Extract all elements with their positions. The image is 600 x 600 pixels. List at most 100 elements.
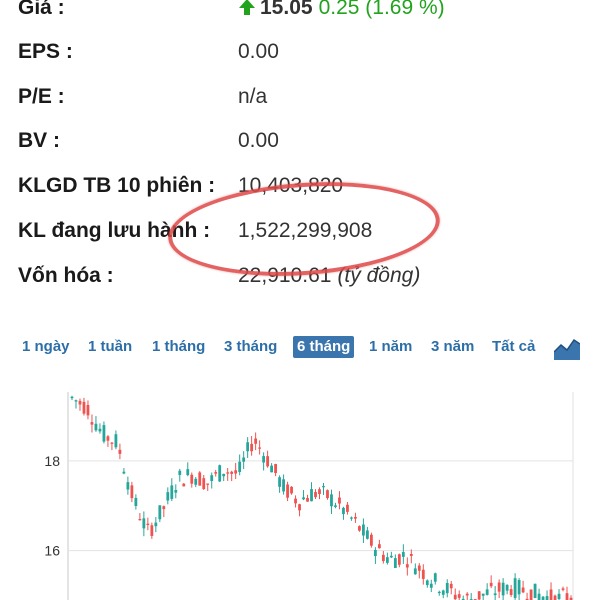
candle [433, 572, 437, 585]
candle [485, 583, 489, 596]
candle [314, 489, 317, 500]
candle [90, 414, 94, 433]
candle [294, 495, 297, 508]
eps-label: EPS : [18, 40, 73, 63]
candle [533, 583, 537, 599]
candle [529, 589, 533, 600]
price-value: 15.05 [260, 0, 313, 19]
candle [513, 573, 517, 600]
candle [445, 579, 449, 598]
candle [222, 473, 226, 482]
candle [162, 505, 166, 518]
candle [541, 595, 545, 600]
candle [158, 505, 162, 523]
candle [134, 494, 138, 510]
candle [310, 482, 313, 502]
pe-label: P/E : [18, 85, 65, 108]
candle [362, 518, 365, 543]
candle [385, 552, 389, 565]
eps-value: 0.00 [238, 40, 279, 63]
candle [150, 522, 154, 539]
candle [493, 586, 497, 600]
candle [254, 432, 258, 451]
candle [457, 590, 461, 600]
candle [166, 487, 170, 505]
candle [170, 478, 174, 502]
tab-3-months[interactable]: 3 tháng [224, 338, 278, 355]
candle [350, 516, 353, 521]
candle [373, 547, 377, 564]
candle [429, 579, 433, 593]
candle [322, 482, 325, 495]
tab-1-month[interactable]: 1 tháng [152, 338, 206, 355]
candle [226, 467, 230, 481]
tab-all[interactable]: Tất cả [492, 338, 536, 355]
candle [525, 592, 529, 600]
candle [94, 416, 98, 432]
candle [110, 441, 114, 451]
candle [425, 579, 429, 588]
candle [302, 490, 305, 501]
candle [405, 557, 409, 576]
candle [298, 503, 301, 517]
candle [106, 435, 110, 447]
candle [102, 421, 106, 444]
candle [569, 595, 573, 600]
candle [421, 564, 425, 585]
candle [122, 468, 126, 475]
candle [326, 489, 329, 500]
candle [78, 398, 82, 411]
candle [234, 462, 238, 479]
tab-6-months[interactable]: 6 tháng [293, 336, 355, 358]
candle [465, 592, 469, 600]
candle [557, 589, 561, 600]
candle [497, 579, 501, 599]
candle [266, 450, 270, 468]
candle [306, 494, 309, 502]
candle [186, 462, 190, 477]
candle [346, 502, 349, 515]
outstanding-value: 1,522,299,908 [238, 219, 373, 242]
price-value-group: 15.05 0.25 (1.69 %) [238, 0, 445, 28]
tab-1-year[interactable]: 1 năm [369, 338, 413, 355]
candle [206, 483, 210, 491]
candle [501, 578, 505, 600]
market-cap-unit: (tỷ đồng) [337, 264, 421, 287]
klgd-label: KLGD TB 10 phiên : [18, 174, 216, 197]
candle [370, 532, 373, 548]
candle [198, 471, 202, 486]
candle [565, 586, 569, 600]
candle [334, 502, 337, 509]
candle [505, 584, 509, 595]
tab-1-day[interactable]: 1 ngày [22, 338, 70, 355]
candle [210, 472, 214, 489]
price-label: Giá : [18, 0, 65, 19]
candle [358, 525, 361, 532]
y-tick-label: 16 [44, 543, 60, 559]
candle [549, 582, 553, 600]
candle [262, 452, 266, 471]
candle [561, 586, 565, 592]
area-chart-icon[interactable] [554, 336, 580, 360]
candle [178, 468, 182, 482]
candle [270, 463, 273, 473]
bv-value: 0.00 [238, 129, 279, 152]
candle [238, 454, 242, 476]
candle [413, 563, 417, 575]
candle [182, 483, 186, 487]
candle [74, 399, 78, 409]
candle [338, 491, 341, 510]
tab-3-years[interactable]: 3 năm [431, 338, 475, 355]
candle [98, 423, 102, 434]
candle [401, 544, 405, 564]
candle [142, 511, 146, 537]
candle [290, 486, 293, 495]
candle [389, 551, 393, 559]
candle [154, 517, 158, 533]
candle [126, 476, 130, 495]
candle [190, 472, 194, 488]
tab-1-week[interactable]: 1 tuần [88, 338, 133, 355]
candle [86, 400, 90, 420]
candle [286, 481, 289, 502]
